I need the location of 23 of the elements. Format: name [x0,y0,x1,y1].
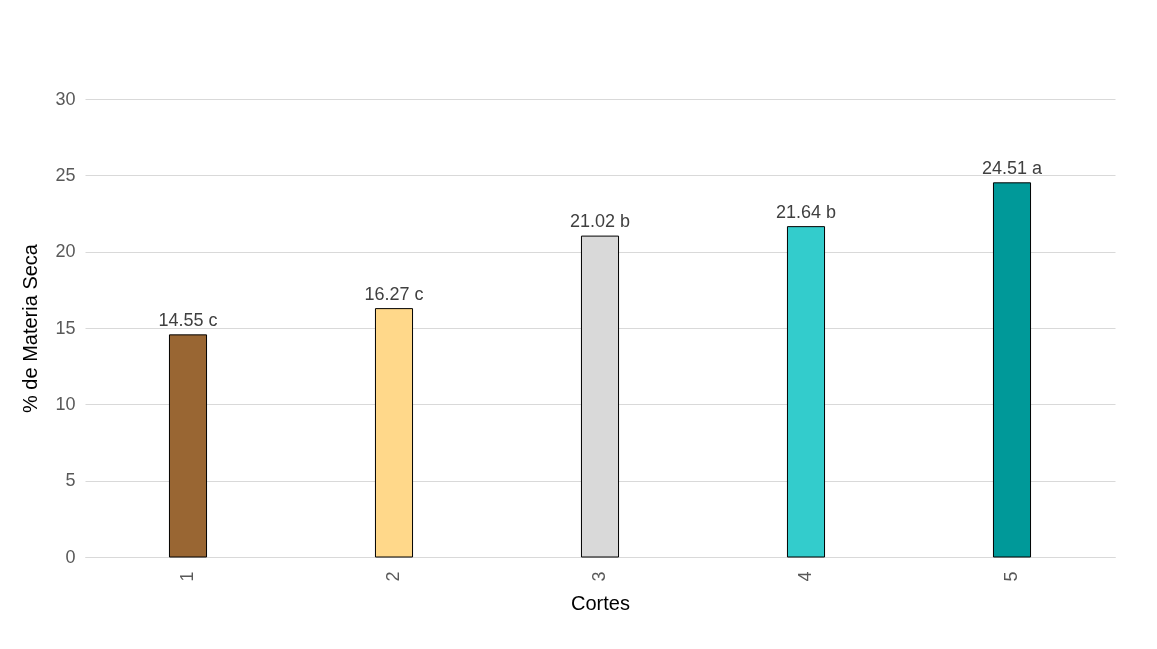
y-tick-label: 0 [65,546,76,567]
x-axis-title: Cortes [571,591,630,614]
y-tick-label: 10 [55,393,76,414]
y-axis-title: % de Materia Seca [19,243,42,413]
data-label: 21.64 b [775,201,837,222]
data-label: 24.51 a [981,157,1044,178]
bar [374,308,414,558]
y-tick-label: 5 [65,470,76,491]
bar [992,182,1032,558]
x-tick-label: 3 [589,571,609,582]
y-tick-label: 30 [55,88,76,109]
y-tick-label: 25 [55,164,76,185]
bar [786,226,826,558]
bar [168,334,208,558]
data-label: 16.27 c [364,283,424,304]
x-tick-label: 4 [795,571,815,582]
x-tick-label: 1 [177,571,197,582]
y-tick-label: 20 [55,241,76,262]
data-label: 21.02 b [569,211,631,232]
y-tick-label: 15 [55,317,76,338]
x-tick-label: 5 [1001,571,1021,582]
data-label: 14.55 c [158,309,218,330]
x-tick-label: 2 [383,571,403,582]
